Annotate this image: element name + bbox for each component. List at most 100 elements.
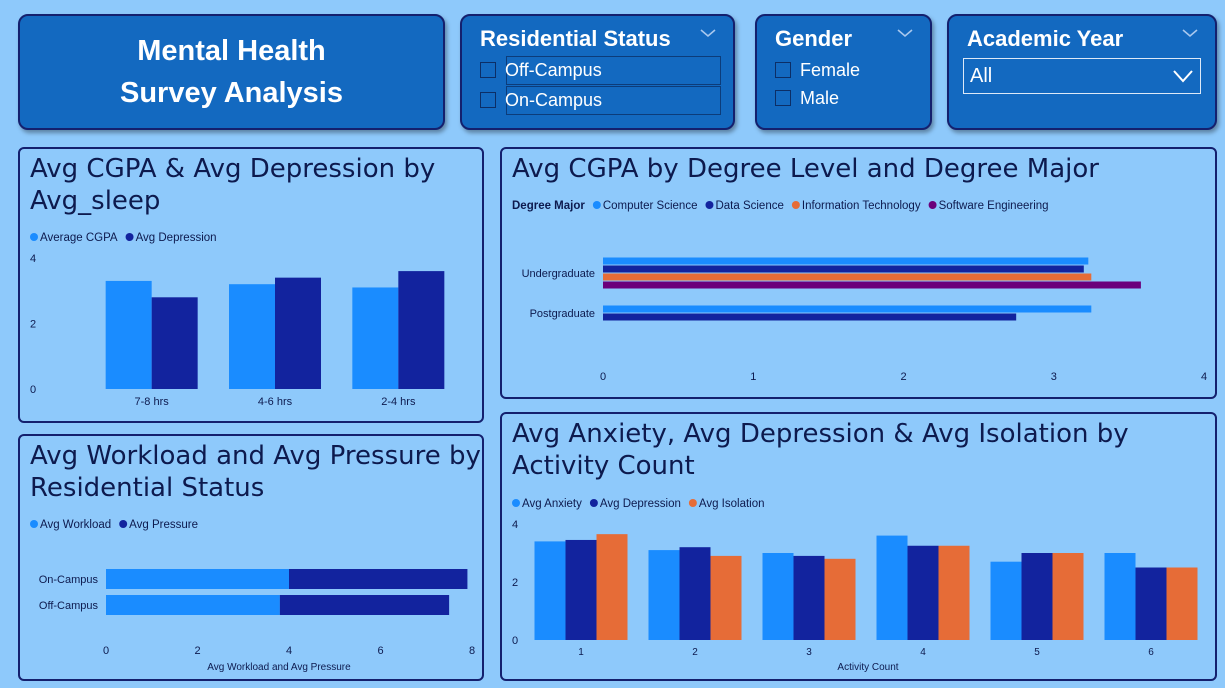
chart-workload-plot: Avg Workload Avg Pressure On-Campus Off-Cam… — [30, 519, 475, 673]
legend-label: Information Technology — [802, 200, 921, 212]
option-on-campus[interactable]: On-Campus — [480, 86, 602, 114]
legend-marker — [705, 201, 714, 209]
option-row-frame — [506, 56, 721, 85]
bar — [596, 534, 628, 640]
academic-year-dropdown[interactable]: All — [963, 58, 1201, 94]
x-tick-label: 6 — [1148, 647, 1154, 658]
dropdown-value: All — [970, 64, 993, 87]
legend-label: Avg Pressure — [129, 519, 198, 531]
bar — [1052, 553, 1084, 640]
option-row-frame — [506, 86, 721, 115]
bar — [1166, 567, 1198, 640]
legend-marker — [592, 201, 601, 209]
legend-label: Avg Workload — [40, 519, 111, 531]
y-tick-label: 0 — [512, 635, 518, 647]
x-tick-label: 2 — [194, 645, 200, 657]
legend-marker — [30, 520, 38, 528]
x-tick-label: 4 — [1201, 371, 1207, 383]
chart-title: Avg Anxiety, Avg Depression & Avg Isolat… — [512, 419, 1129, 481]
bar — [648, 550, 680, 640]
bar — [1021, 553, 1053, 640]
legend-label: Avg Depression — [136, 232, 217, 244]
page-title-line1: Mental Health — [137, 35, 326, 67]
bar — [824, 558, 856, 640]
legend-marker — [125, 233, 134, 241]
legend-label: Computer Science — [603, 200, 698, 212]
bar — [710, 555, 742, 640]
bar — [279, 595, 450, 615]
checkbox[interactable] — [480, 92, 496, 108]
x-tick-label: 4 — [286, 645, 292, 657]
bar — [105, 280, 152, 389]
x-tick-label: 8 — [469, 645, 475, 657]
bar — [876, 535, 908, 640]
chart-title: Avg CGPA & Avg Depression by Avg_sleep — [30, 154, 436, 216]
y-tick-label: 2 — [30, 319, 36, 331]
chevron-down-icon[interactable] — [1181, 26, 1199, 40]
option-off-campus[interactable]: Off-Campus — [480, 56, 602, 84]
bar — [907, 545, 939, 640]
x-tick-label: 7-8 hrs — [135, 396, 170, 408]
residential-status-slicer[interactable]: Residential Status Off-Campus On-Campus — [460, 14, 735, 130]
chart-degree: Avg CGPA by Degree Level and Degree Majo… — [500, 147, 1217, 399]
academic-year-slicer[interactable]: Academic Year All — [947, 14, 1217, 130]
bar — [106, 569, 289, 589]
bar — [229, 284, 275, 389]
x-tick-label: 4-6 hrs — [258, 396, 293, 408]
x-tick-label: 4 — [920, 647, 926, 658]
legend-label: Data Science — [715, 200, 783, 212]
legend-marker — [688, 499, 697, 507]
bar — [762, 553, 794, 640]
checkbox[interactable] — [775, 62, 791, 78]
x-tick-label: 2 — [900, 371, 906, 383]
chart-workload: Avg Workload and Avg Pressure by Residen… — [18, 434, 484, 681]
option-male[interactable]: Male — [775, 84, 839, 112]
option-label: Off-Campus — [505, 59, 602, 80]
option-label: On-Campus — [505, 89, 603, 110]
gender-slicer[interactable]: Gender Female Male — [755, 14, 932, 130]
checkbox[interactable] — [775, 90, 791, 106]
bar — [275, 277, 321, 389]
bar — [565, 539, 597, 640]
bar — [106, 595, 280, 615]
bar — [603, 265, 1084, 273]
option-female[interactable]: Female — [775, 56, 860, 84]
bar — [793, 555, 825, 640]
legend-marker — [512, 499, 520, 507]
chevron-down-icon[interactable] — [1172, 68, 1194, 84]
bar — [1135, 567, 1167, 640]
y-tick-label: 4 — [512, 519, 518, 531]
bar — [679, 547, 711, 640]
chart-activity: Avg Anxiety, Avg Depression & Avg Isolat… — [500, 412, 1217, 681]
x-tick-label: 2-4 hrs — [381, 396, 416, 408]
legend-marker — [928, 201, 937, 209]
bar — [352, 287, 399, 389]
bar — [1104, 553, 1136, 640]
x-tick-label: 5 — [1034, 647, 1040, 658]
bar — [603, 257, 1089, 265]
x-tick-label: 3 — [1051, 371, 1057, 383]
bar — [990, 561, 1022, 640]
chevron-down-icon[interactable] — [896, 26, 914, 40]
chevron-down-icon[interactable] — [699, 26, 717, 40]
y-tick-label: On-Campus — [39, 574, 99, 586]
chart-title: Avg Workload and Avg Pressure by Residen… — [30, 441, 481, 503]
legend-marker — [30, 233, 38, 241]
bar — [398, 271, 445, 389]
title-card: Mental Health Survey Analysis — [18, 14, 445, 130]
legend-title: Degree Major — [512, 200, 585, 212]
option-label: Female — [800, 59, 861, 80]
legend-marker — [791, 201, 800, 209]
bar — [151, 297, 198, 389]
chart-sleep: Avg CGPA & Avg Depression by Avg_sleep A… — [18, 147, 484, 423]
checkbox[interactable] — [480, 62, 496, 78]
bar — [603, 273, 1092, 281]
x-tick-label: 1 — [750, 371, 756, 383]
bar — [603, 313, 1017, 321]
y-tick-label: Off-Campus — [39, 600, 99, 612]
slicer-title: Gender — [775, 26, 853, 51]
x-tick-label: 0 — [103, 645, 109, 657]
legend-label: Average CGPA — [40, 232, 118, 244]
chart-degree-plot: Degree Major Computer Science Data Science… — [512, 200, 1207, 383]
legend-label: Avg Anxiety — [522, 498, 582, 510]
